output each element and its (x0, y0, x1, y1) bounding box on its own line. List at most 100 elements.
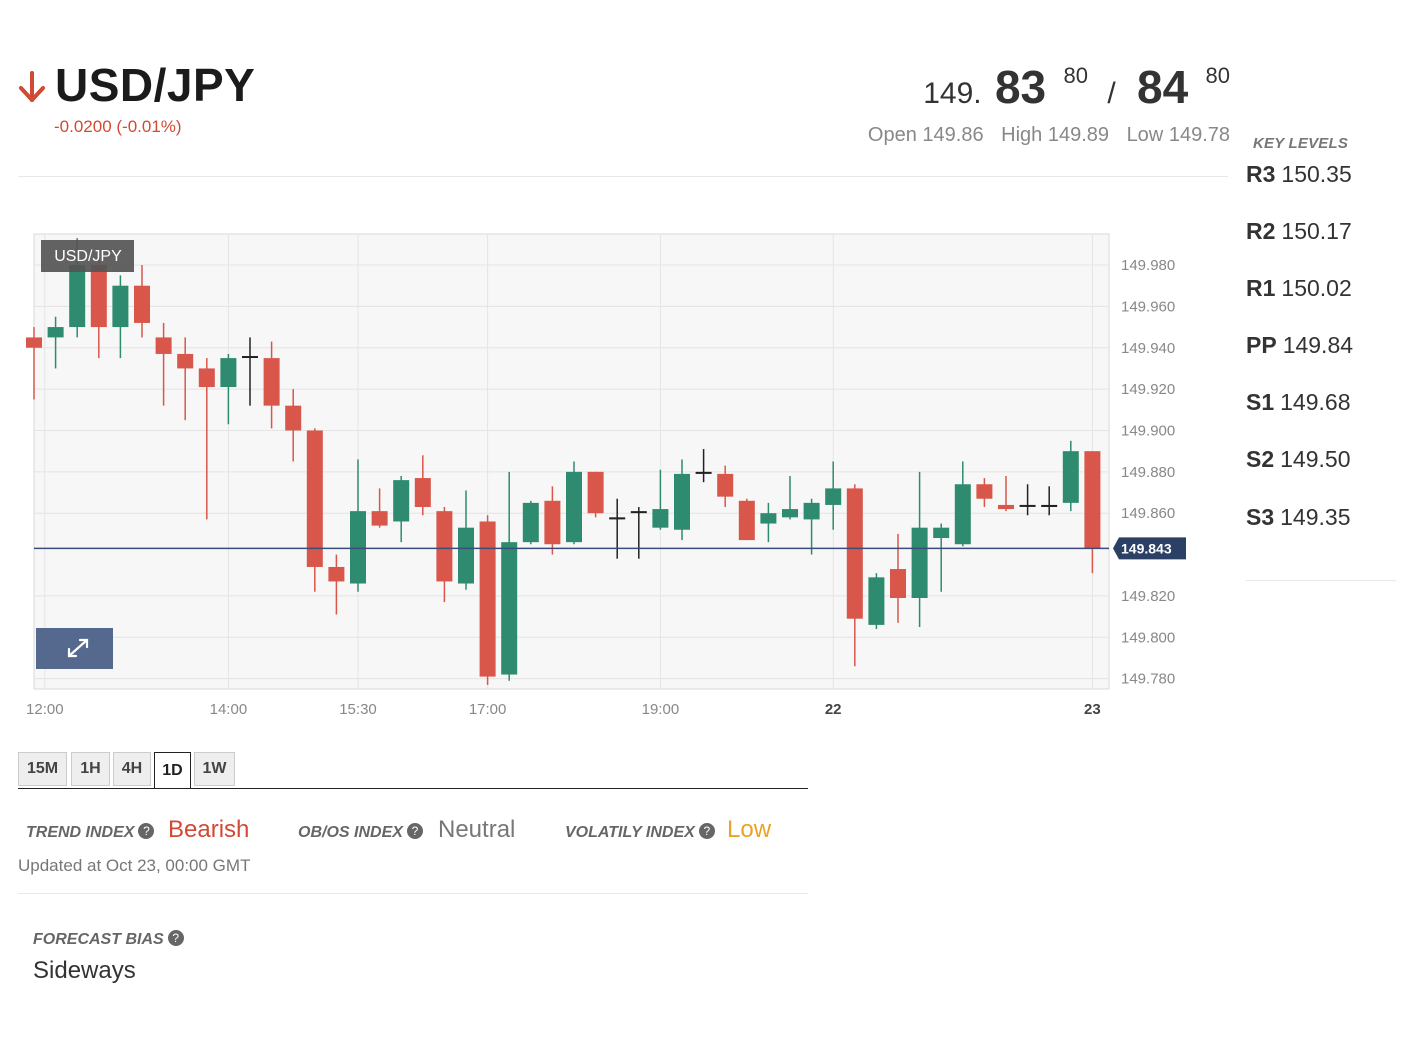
tab-1w[interactable]: 1W (194, 752, 235, 786)
candle-body (846, 488, 863, 619)
candle-body (177, 353, 194, 369)
candle (695, 449, 712, 483)
candle (998, 475, 1014, 512)
candle-body (566, 471, 582, 543)
candle-body (609, 517, 626, 520)
candle-body (976, 484, 993, 499)
candle-body (328, 566, 345, 582)
key-level-name: R3 (1246, 161, 1276, 187)
candle (652, 469, 669, 530)
key-level-r1: R1 150.02 (1246, 275, 1352, 302)
key-level-name: S2 (1246, 446, 1275, 472)
candle-body (285, 405, 302, 431)
candle-body (1041, 504, 1058, 507)
price-chart[interactable]: 149.980 149.960 149.940 149.920 149.900 149.8… (0, 200, 1220, 740)
candle-body (242, 356, 258, 359)
question-icon[interactable]: ? (406, 823, 423, 839)
candle-body (933, 527, 950, 539)
candle (1019, 484, 1036, 516)
candle (976, 478, 993, 507)
candle (1041, 486, 1058, 516)
key-level-pp: PP 149.84 (1246, 332, 1353, 359)
key-level-r3: R3 150.35 (1246, 161, 1352, 188)
current-price-tag: 149.843 (1113, 537, 1186, 560)
candle (738, 498, 755, 541)
question-icon[interactable]: ? (698, 823, 715, 839)
candle (263, 341, 280, 429)
key-level-name: S1 (1246, 389, 1275, 415)
key-level-name: S3 (1246, 504, 1275, 530)
trend-index-value: Bearish (168, 816, 250, 843)
key-level-value: 149.84 (1282, 332, 1354, 358)
candle-body (198, 368, 215, 388)
bid-ask-price: 149. 83 80 / 84 80 (923, 60, 1230, 115)
candle (1084, 451, 1101, 574)
candle (933, 523, 950, 592)
tab-1d[interactable]: 1D (154, 752, 191, 789)
key-levels-title: KEY LEVELS (1253, 135, 1349, 152)
candle-body (436, 511, 453, 582)
candle (868, 573, 885, 630)
candle (155, 322, 172, 406)
candle-body (954, 484, 971, 545)
expand-button[interactable] (36, 628, 113, 669)
candle (803, 498, 820, 555)
candle (846, 484, 863, 667)
current-price-label: 149.843 (1121, 540, 1172, 556)
open-high-low: Open 149.86 High 149.89 Low 149.78 (856, 124, 1230, 147)
y-tick-label: 149.880 (1121, 464, 1175, 481)
y-tick-label: 149.780 (1121, 671, 1175, 688)
header-divider (18, 176, 1228, 177)
candle-body (738, 500, 755, 541)
candle-body (695, 471, 712, 474)
candle-body (414, 478, 431, 507)
x-tick-label: 12:00 (26, 701, 64, 718)
question-icon[interactable]: ? (167, 930, 184, 946)
volatility-index: VOLATILY INDEX? (565, 823, 715, 842)
bid-price: 83 (994, 61, 1047, 113)
candle-body (652, 509, 669, 528)
candle-body (501, 542, 518, 675)
candle (458, 490, 474, 590)
y-tick-label: 149.820 (1121, 588, 1175, 605)
candle-body (371, 511, 388, 526)
arrow-down-icon (19, 71, 45, 102)
series-tag-label: USD/JPY (54, 248, 122, 265)
candle-body (998, 504, 1014, 510)
tab-1h[interactable]: 1H (71, 752, 110, 786)
candle (1062, 440, 1079, 512)
question-icon[interactable]: ? (138, 823, 155, 839)
candle (501, 471, 518, 681)
pair-title: USD/JPY (55, 59, 256, 111)
candle-body (587, 471, 604, 514)
candle-body (220, 358, 237, 388)
x-tick-label: 19:00 (642, 701, 680, 718)
candle (414, 455, 431, 516)
tab-15m[interactable]: 15M (18, 752, 67, 786)
trend-index-label: TREND INDEX (26, 824, 135, 841)
candle (242, 337, 258, 406)
candle (587, 471, 604, 518)
candle (630, 507, 647, 559)
key-level-value: 150.35 (1281, 161, 1352, 187)
open-label: Open (867, 124, 917, 146)
y-tick-label: 149.800 (1121, 629, 1175, 646)
key-level-value: 149.35 (1280, 504, 1351, 530)
candle-body (825, 488, 842, 505)
candle-body (1062, 451, 1079, 503)
candle (198, 358, 215, 520)
key-level-s1: S1 149.68 (1246, 389, 1351, 416)
candle-body (134, 285, 150, 323)
candle (522, 500, 539, 545)
candle-body (522, 502, 539, 543)
candle-body (868, 577, 885, 625)
candle-body (350, 511, 366, 584)
forecast-bias: FORECAST BIAS? (33, 930, 184, 949)
key-level-name: R2 (1246, 218, 1276, 244)
candle-body (782, 509, 798, 518)
high-label: High (1001, 124, 1043, 146)
candle-body (69, 265, 86, 328)
tab-4h[interactable]: 4H (113, 752, 151, 786)
price-prefix: 149. (923, 77, 982, 110)
key-level-s2: S2 149.50 (1246, 446, 1351, 473)
